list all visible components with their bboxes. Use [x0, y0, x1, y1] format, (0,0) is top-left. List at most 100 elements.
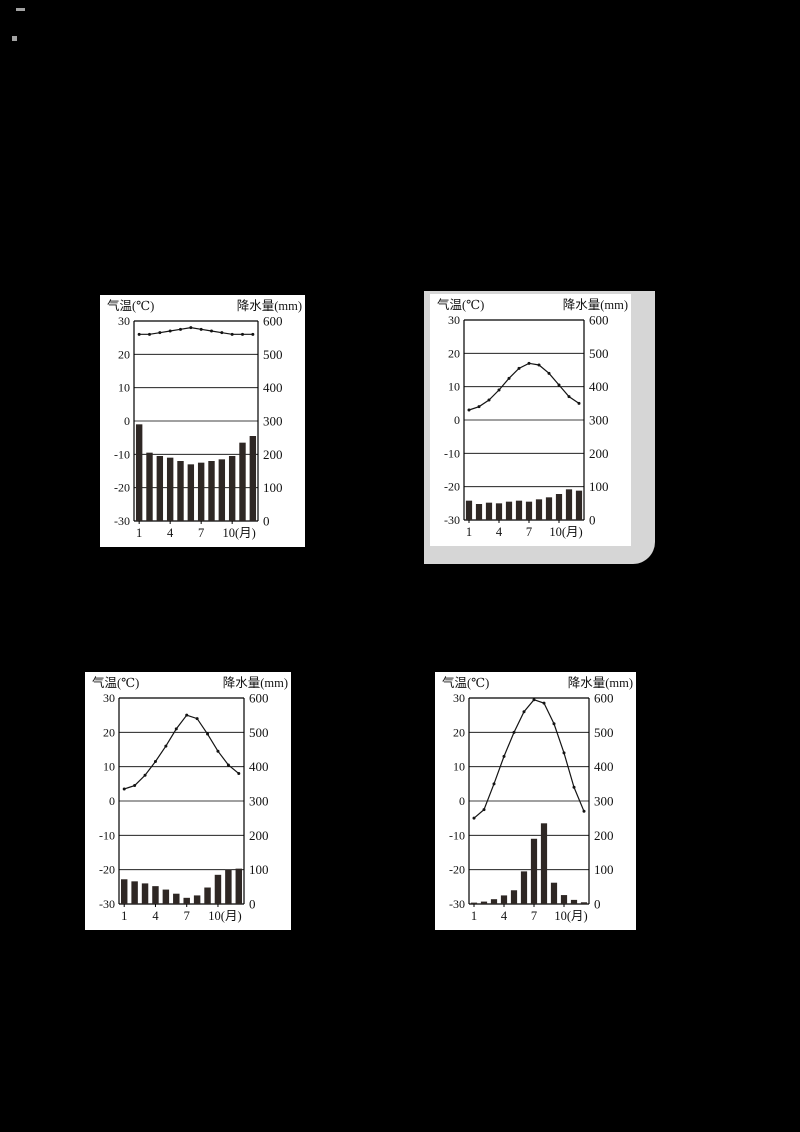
temp-tick-label: 10 [118, 381, 130, 395]
temperature-point [552, 722, 556, 726]
temp-tick-label: 30 [453, 691, 465, 705]
precipitation-bar [560, 895, 568, 904]
temp-tick-label: -20 [114, 481, 130, 495]
temperature-point [251, 332, 255, 336]
temperature-line [124, 714, 240, 790]
temperature-point [189, 326, 193, 330]
temperature-point [532, 698, 536, 702]
precip-tick-label: 600 [594, 691, 614, 706]
precipitation-bar [570, 899, 578, 904]
temp-tick-label: 10 [448, 380, 460, 394]
precipitation-bar [214, 874, 222, 904]
precipitation-bar [525, 501, 533, 520]
x-tick-label: 1 [466, 525, 472, 539]
precipitation-bar [135, 424, 143, 521]
climograph-panel-top-left: 气温(℃) 降水量(mm) 30 600 20 500 10 400 0 300 -10 200 -20… [100, 295, 305, 547]
temperature-point [527, 361, 531, 365]
temperature-point [226, 763, 230, 767]
temperature-point [567, 395, 571, 399]
precipitation-bar [193, 895, 201, 904]
x-tick-label: 4 [167, 526, 174, 540]
precipitation-bar [120, 879, 128, 904]
scan-noise-speck [16, 8, 25, 11]
temp-tick-label: -20 [444, 480, 460, 494]
temperature-point [522, 710, 526, 714]
precipitation-bar [485, 502, 493, 520]
precip-tick-label: 500 [249, 725, 269, 740]
precipitation-bar [480, 901, 488, 904]
precip-tick-label: 500 [589, 346, 609, 361]
temperature-point [216, 749, 220, 753]
climograph-panel-bottom-right: 气温(℃) 降水量(mm) 30 600 20 500 10 400 0 300 -10 200 -20… [435, 672, 636, 930]
temperature-point [557, 383, 561, 387]
temp-tick-label: -10 [99, 828, 115, 842]
precipitation-bar [152, 886, 159, 904]
precip-tick-label: 0 [249, 897, 256, 912]
temperature-line [139, 327, 253, 335]
precip-tick-label: 300 [249, 794, 269, 809]
precipitation-bar [515, 500, 523, 520]
temperature-point [582, 809, 586, 813]
temperature-point [577, 401, 581, 405]
precip-tick-label: 500 [263, 347, 283, 362]
temp-tick-label: 0 [124, 414, 130, 428]
precipitation-bar [166, 457, 174, 521]
temperature-point [153, 760, 157, 764]
x-tick-label: 4 [496, 525, 503, 539]
temperature-point [497, 388, 501, 392]
precip-axis-label: 降水量(mm) [223, 676, 288, 690]
temp-axis-label: 气温(℃) [92, 675, 139, 690]
precip-tick-label: 0 [589, 513, 596, 528]
temp-tick-label: -30 [449, 897, 465, 911]
precip-tick-label: 100 [594, 862, 614, 877]
x-tick-label: 7 [526, 525, 532, 539]
precipitation-bar [500, 895, 508, 904]
precipitation-bar [187, 464, 195, 521]
temperature-point [199, 327, 203, 331]
precipitation-bar [575, 490, 583, 520]
precip-tick-label: 400 [263, 380, 283, 395]
x-tick-label: 1 [121, 909, 127, 923]
temperature-point [122, 787, 126, 791]
temp-tick-label: 20 [448, 346, 460, 360]
precipitation-bar [146, 452, 153, 521]
precipitation-bar [470, 902, 478, 904]
climograph-panel-bottom-left: 气温(℃) 降水量(mm) 30 600 20 500 10 400 0 300 -10 200 -20… [85, 672, 291, 930]
precipitation-bar [475, 504, 483, 520]
temperature-point [487, 398, 491, 402]
precipitation-bar [510, 890, 518, 904]
temperature-point [179, 327, 182, 331]
precip-tick-label: 400 [249, 759, 269, 774]
climograph-panel-top-right: 气温(℃) 降水量(mm) 30 600 20 500 10 400 0 300 -10 200 -20… [430, 294, 631, 546]
precipitation-bar [183, 897, 190, 904]
temperature-point [164, 744, 168, 748]
precip-tick-label: 200 [589, 446, 609, 461]
precipitation-bar [173, 893, 180, 904]
precipitation-bar [204, 887, 211, 904]
precipitation-bar [465, 500, 473, 520]
temperature-point [472, 816, 476, 820]
precipitation-bar [520, 871, 528, 904]
temperature-point [174, 727, 178, 731]
temp-tick-label: -10 [444, 446, 460, 460]
x-tick-label: 4 [152, 909, 159, 923]
precipitation-bar [530, 838, 538, 904]
precipitation-bar [225, 869, 232, 904]
precip-tick-label: 100 [589, 479, 609, 494]
temperature-point [133, 784, 137, 788]
temperature-point [185, 713, 189, 717]
scan-noise-speck [12, 36, 17, 41]
precipitation-bar [540, 823, 548, 904]
temp-tick-label: 20 [453, 725, 465, 739]
temp-tick-label: -20 [449, 863, 465, 877]
precipitation-bar [249, 436, 257, 521]
precip-tick-label: 200 [594, 828, 614, 843]
precipitation-bar [162, 889, 170, 904]
precip-axis-label: 降水量(mm) [237, 299, 302, 313]
temperature-point [482, 808, 486, 812]
temperature-point [572, 785, 576, 789]
x-tick-label: 10(月) [208, 909, 241, 923]
precipitation-bar [156, 456, 164, 521]
temp-tick-label: 20 [103, 725, 115, 739]
